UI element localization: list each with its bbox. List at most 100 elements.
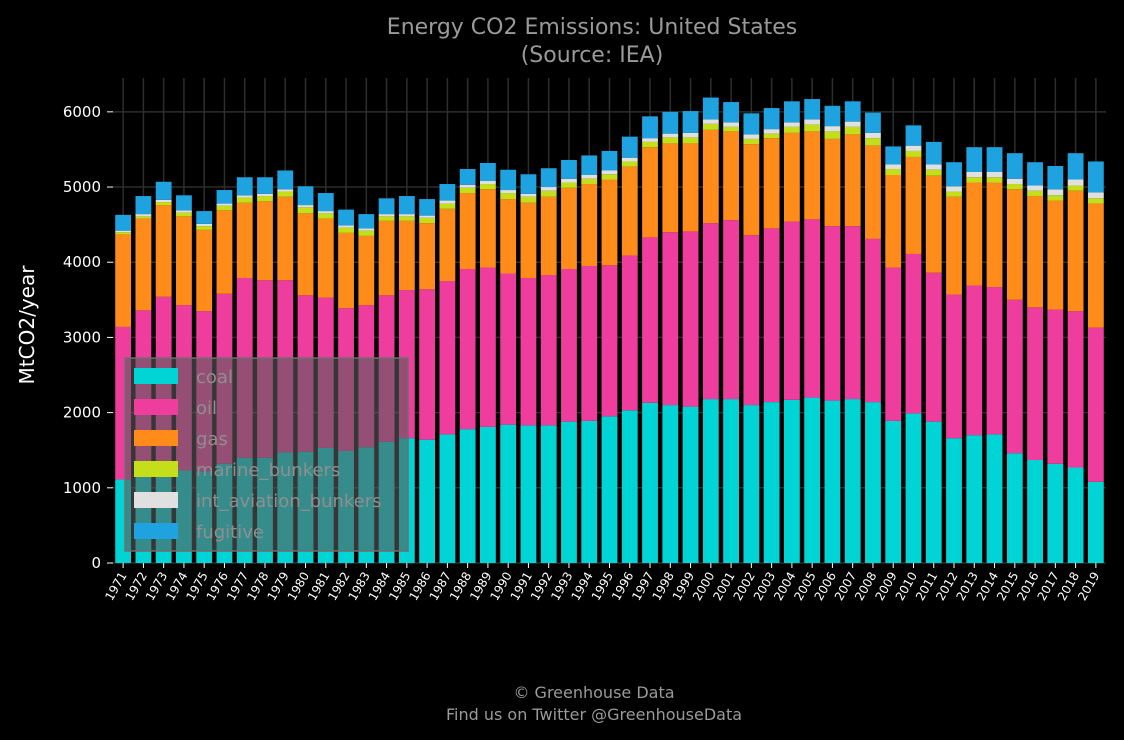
bar-segment-coal [662,405,679,563]
bar-segment-fugitive [581,155,598,175]
bar-segment-marine_bunkers [1067,185,1084,191]
bar-segment-fugitive [743,113,760,135]
bar-segment-oil [885,267,902,421]
bar-segment-oil [925,272,942,422]
legend-swatch-marine_bunkers [134,461,178,477]
chart-title: Energy CO2 Emissions: United States [387,15,797,40]
legend-label-coal: coal [196,367,233,388]
bar-segment-int_aviation_bunkers [297,205,314,208]
bar-segment-gas [925,175,942,273]
bar-segment-int_aviation_bunkers [682,132,699,138]
bar-segment-int_aviation_bunkers [581,175,598,179]
bar-segment-fugitive [317,193,334,212]
legend-label-int_aviation_bunkers: int_aviation_bunkers [196,491,382,512]
bar-segment-marine_bunkers [520,196,537,203]
bar-segment-oil [601,265,618,417]
bar-segment-gas [885,175,902,268]
bar-segment-coal [905,413,922,563]
bar-segment-coal [844,399,861,563]
bar-segment-fugitive [257,177,273,194]
bar-segment-int_aviation_bunkers [115,230,132,233]
bar-segment-coal [642,402,658,563]
bar-segment-fugitive [338,209,354,226]
bar-segment-gas [176,216,192,306]
y-tick-label: 5000 [63,178,101,196]
bar-segment-oil [540,275,557,426]
bar-segment-int_aviation_bunkers [459,184,476,188]
bar-segment-int_aviation_bunkers [824,126,841,132]
bar-segment-gas [196,229,213,312]
bar-segment-oil [1087,327,1104,482]
bar-segment-coal [601,416,618,563]
bar-segment-gas [1006,189,1023,300]
bar-segment-marine_bunkers [1047,195,1064,201]
bar-segment-marine_bunkers [865,138,881,146]
bar-segment-oil [1067,311,1084,468]
bar-segment-fugitive [662,111,679,134]
bar-segment-marine_bunkers [540,190,557,197]
bar-segment-int_aviation_bunkers [135,214,152,217]
bar-segment-marine_bunkers [925,169,942,176]
bar-segment-fugitive [459,168,476,185]
bar-segment-oil [702,223,719,400]
bar-segment-gas [966,182,983,286]
bar-segment-gas [459,193,476,269]
bar-segment-fugitive [1047,165,1064,190]
bar-segment-fugitive [723,102,739,123]
bar-segment-coal [1006,453,1023,563]
bar-segment-int_aviation_bunkers [500,190,517,194]
bar-segment-int_aviation_bunkers [723,122,739,127]
bar-segment-coal [885,420,902,563]
bar-segment-int_aviation_bunkers [277,189,294,192]
bar-segment-gas [419,223,436,290]
bar-segment-gas [520,202,537,279]
bar-segment-int_aviation_bunkers [905,145,922,151]
bar-segment-fugitive [966,147,983,172]
bar-segment-int_aviation_bunkers [155,199,172,203]
bar-segment-fugitive [844,101,861,122]
bar-segment-marine_bunkers [277,191,294,197]
bar-segment-marine_bunkers [155,202,172,206]
bar-segment-fugitive [1067,153,1084,180]
bar-segment-oil [642,237,658,403]
bar-segment-fugitive [682,111,699,133]
bar-segment-fugitive [642,116,658,139]
bar-segment-oil [520,278,537,426]
legend-label-gas: gas [196,429,228,450]
bar-segment-int_aviation_bunkers [338,225,354,228]
bar-segment-gas [946,196,962,295]
bar-segment-int_aviation_bunkers [702,119,719,124]
bar-segment-int_aviation_bunkers [1047,189,1064,196]
bar-segment-int_aviation_bunkers [398,214,415,217]
x-axis-ticks: 1971197219731974197519761977197819791980… [102,563,1102,603]
bar-segment-oil [1027,307,1043,460]
bar-segment-int_aviation_bunkers [885,164,902,169]
bar-segment-fugitive [905,125,922,146]
bar-segment-marine_bunkers [561,182,577,188]
bar-segment-coal [581,420,598,563]
bar-segment-gas [398,220,415,291]
bar-segment-marine_bunkers [946,191,962,197]
bar-segment-fugitive [480,162,496,182]
bar-segment-int_aviation_bunkers [763,129,780,134]
bar-segment-int_aviation_bunkers [236,195,253,198]
y-tick-label: 2000 [63,404,101,422]
bar-segment-coal [480,426,496,563]
bar-segment-fugitive [196,211,213,224]
bar-segment-oil [763,228,780,403]
bar-segment-coal [966,435,983,563]
bar-segment-fugitive [885,146,902,165]
bar-segment-marine_bunkers [885,168,902,175]
bar-segment-fugitive [540,168,557,188]
bar-segment-fugitive [824,105,841,127]
bar-segment-marine_bunkers [358,230,375,236]
bar-segment-coal [500,424,517,563]
bar-segment-gas [216,210,233,294]
bar-segment-coal [804,397,821,563]
bar-segment-int_aviation_bunkers [1027,185,1043,191]
bar-segment-marine_bunkers [743,138,760,145]
bar-segment-int_aviation_bunkers [865,132,881,139]
bar-segment-oil [743,235,760,406]
legend-swatch-gas [134,430,178,446]
bar-segment-int_aviation_bunkers [520,193,537,197]
